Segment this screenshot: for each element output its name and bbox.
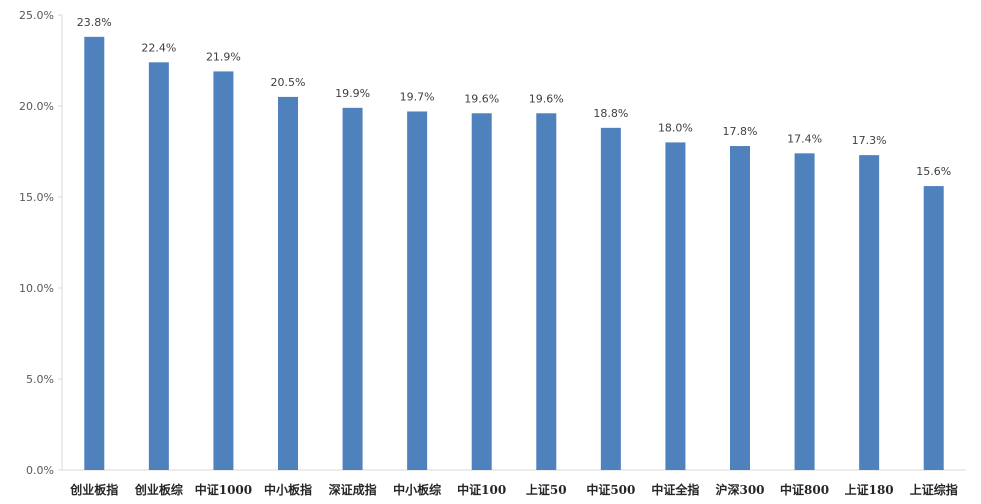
bar (859, 155, 880, 470)
data-label: 19.6% (529, 92, 564, 105)
bar (84, 36, 105, 471)
x-tick-label: 深证成指 (329, 482, 377, 497)
data-label: 19.7% (400, 90, 435, 103)
x-tick-label: 创业板指 (69, 482, 118, 497)
x-tick-label: 中小板综 (393, 482, 441, 497)
data-label: 22.4% (141, 41, 176, 54)
data-labels-group: 23.8% 22.4% 21.9% 20.5% 19.9% 19.7% 19.6% 19.6%… (77, 16, 951, 178)
bars-group (84, 36, 944, 471)
data-label: 18.8% (593, 107, 628, 120)
bar (536, 113, 557, 470)
x-tick-label: 上证综指 (910, 482, 958, 497)
data-label: 17.4% (787, 132, 822, 145)
x-tick-label: 沪深300 (715, 482, 764, 497)
x-tick-label: 中证800 (780, 482, 829, 497)
bar (923, 186, 944, 470)
x-tick-label: 上证180 (845, 482, 894, 497)
data-label: 19.6% (464, 92, 499, 105)
bar (471, 113, 492, 470)
x-tick-label: 创业板综 (134, 482, 183, 497)
y-tick-label: 25.0% (19, 9, 54, 22)
data-label: 21.9% (206, 50, 241, 63)
data-label: 17.8% (723, 125, 758, 138)
data-label: 15.6% (916, 165, 951, 178)
y-tick-label: 0.0% (26, 464, 54, 477)
bar (342, 107, 363, 470)
y-tick-label: 15.0% (19, 191, 54, 204)
x-tick-label: 中证100 (457, 482, 506, 497)
x-tick-label: 中证全指 (651, 482, 699, 497)
x-tick-label: 上证50 (526, 482, 567, 497)
y-axis-ticks: 0.0% 5.0% 10.0% 15.0% 20.0% 25.0% (19, 9, 62, 477)
data-label: 23.8% (77, 16, 112, 29)
x-tick-label: 中小板指 (264, 482, 312, 497)
y-tick-label: 20.0% (19, 100, 54, 113)
data-label: 18.0% (658, 121, 693, 134)
bar (794, 153, 815, 470)
bar (730, 146, 750, 471)
data-label: 20.5% (271, 76, 306, 89)
x-tick-label: 中证1000 (195, 482, 252, 497)
y-tick-label: 5.0% (26, 373, 54, 386)
x-axis-labels: 创业板指 创业板综 中证1000 中小板指 深证成指 中小板综 中证100 上证50 中证500… (69, 482, 957, 497)
bar (278, 96, 298, 471)
bar (665, 142, 686, 470)
bar (148, 62, 169, 470)
x-tick-label: 中证500 (586, 482, 635, 497)
y-tick-label: 10.0% (19, 282, 54, 295)
bar (600, 127, 621, 470)
data-label: 19.9% (335, 87, 370, 100)
data-label: 17.3% (852, 134, 887, 147)
bar (213, 71, 234, 471)
bar (407, 111, 428, 471)
